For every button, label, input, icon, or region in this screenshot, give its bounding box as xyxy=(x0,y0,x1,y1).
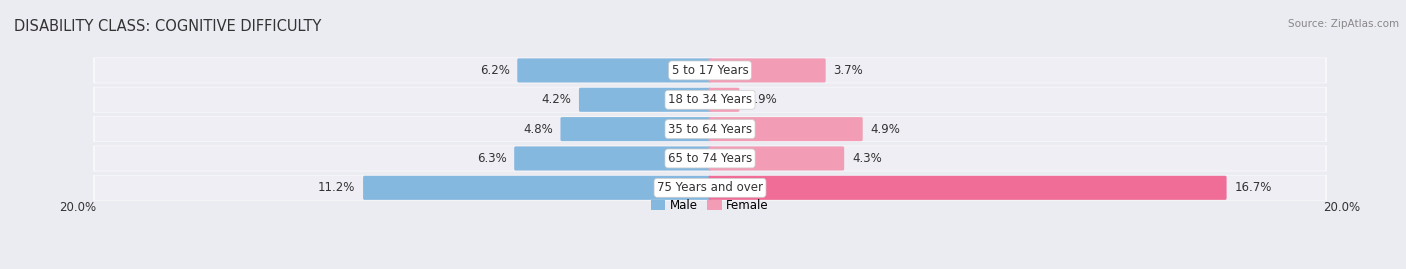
Text: 35 to 64 Years: 35 to 64 Years xyxy=(668,123,752,136)
FancyBboxPatch shape xyxy=(94,58,1326,83)
FancyBboxPatch shape xyxy=(515,146,711,171)
Text: DISABILITY CLASS: COGNITIVE DIFFICULTY: DISABILITY CLASS: COGNITIVE DIFFICULTY xyxy=(14,19,322,34)
FancyBboxPatch shape xyxy=(709,58,825,83)
FancyBboxPatch shape xyxy=(93,87,1327,113)
Text: 75 Years and over: 75 Years and over xyxy=(657,181,763,194)
Text: 4.9%: 4.9% xyxy=(870,123,900,136)
Text: 16.7%: 16.7% xyxy=(1234,181,1271,194)
Text: 65 to 74 Years: 65 to 74 Years xyxy=(668,152,752,165)
Text: 6.2%: 6.2% xyxy=(479,64,509,77)
Legend: Male, Female: Male, Female xyxy=(647,194,773,217)
Text: 20.0%: 20.0% xyxy=(1323,201,1361,214)
Text: 4.8%: 4.8% xyxy=(523,123,553,136)
FancyBboxPatch shape xyxy=(94,175,1326,200)
Text: 18 to 34 Years: 18 to 34 Years xyxy=(668,93,752,106)
FancyBboxPatch shape xyxy=(709,117,863,141)
FancyBboxPatch shape xyxy=(709,176,1226,200)
FancyBboxPatch shape xyxy=(709,146,844,171)
Text: Source: ZipAtlas.com: Source: ZipAtlas.com xyxy=(1288,19,1399,29)
Text: 4.3%: 4.3% xyxy=(852,152,882,165)
FancyBboxPatch shape xyxy=(579,88,711,112)
FancyBboxPatch shape xyxy=(561,117,711,141)
Text: 0.9%: 0.9% xyxy=(747,93,776,106)
FancyBboxPatch shape xyxy=(94,146,1326,171)
Text: 11.2%: 11.2% xyxy=(318,181,356,194)
FancyBboxPatch shape xyxy=(93,116,1327,142)
Text: 20.0%: 20.0% xyxy=(59,201,97,214)
FancyBboxPatch shape xyxy=(93,175,1327,201)
FancyBboxPatch shape xyxy=(363,176,711,200)
FancyBboxPatch shape xyxy=(93,146,1327,171)
FancyBboxPatch shape xyxy=(94,117,1326,141)
Text: 5 to 17 Years: 5 to 17 Years xyxy=(672,64,748,77)
FancyBboxPatch shape xyxy=(517,58,711,83)
FancyBboxPatch shape xyxy=(93,58,1327,83)
Text: 6.3%: 6.3% xyxy=(477,152,506,165)
Text: 3.7%: 3.7% xyxy=(834,64,863,77)
Text: 4.2%: 4.2% xyxy=(541,93,571,106)
FancyBboxPatch shape xyxy=(709,88,740,112)
FancyBboxPatch shape xyxy=(94,87,1326,112)
